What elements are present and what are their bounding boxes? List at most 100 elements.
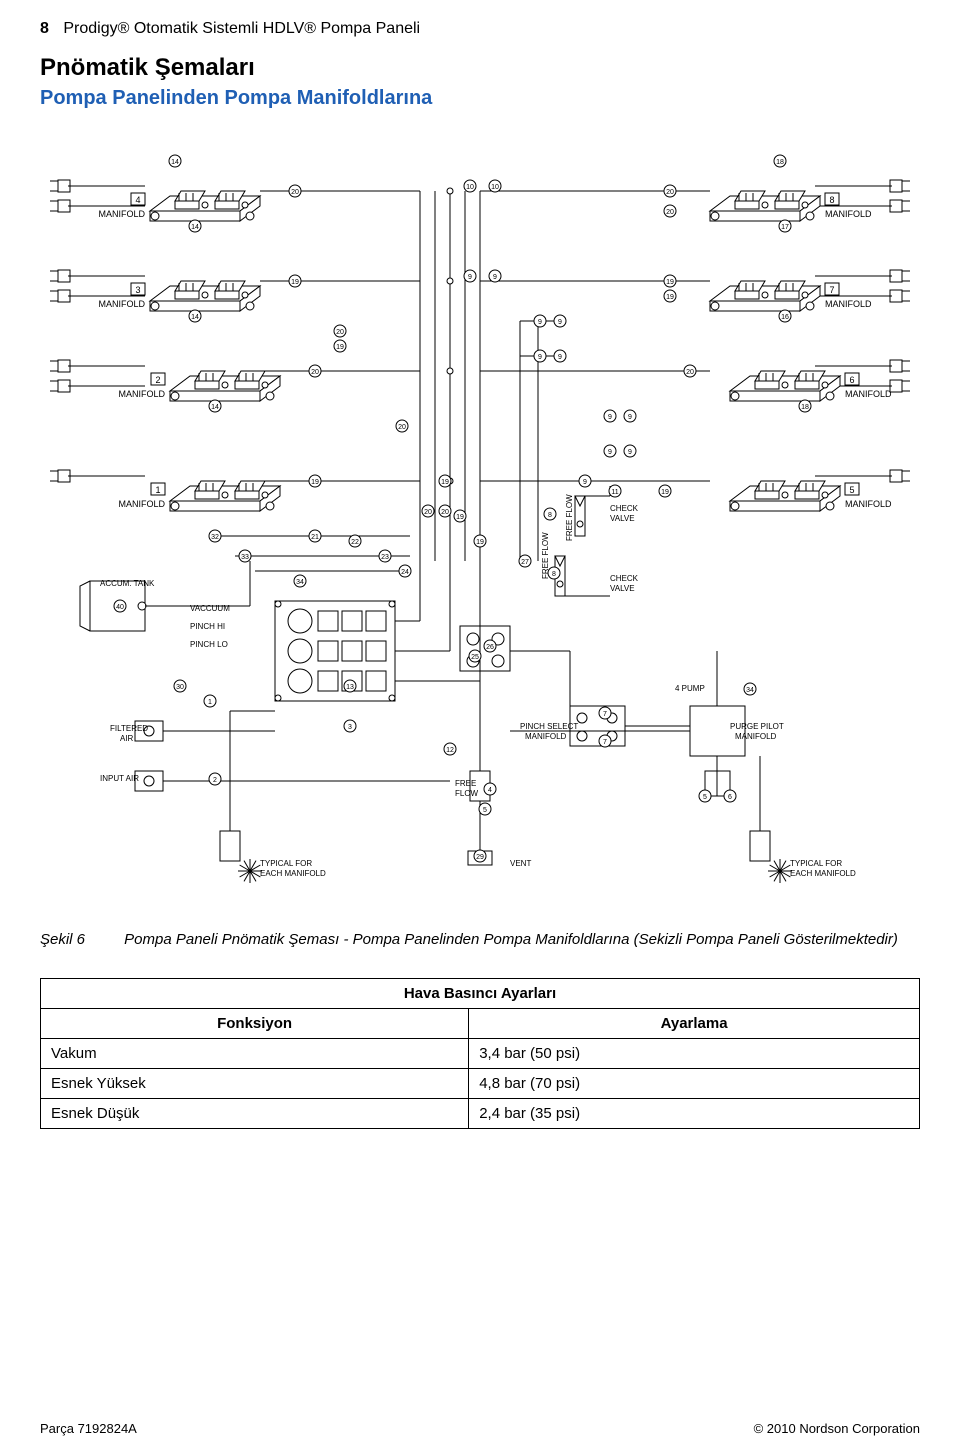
svg-text:3: 3 <box>348 724 352 731</box>
svg-text:3: 3 <box>135 285 140 295</box>
svg-text:10: 10 <box>491 184 499 191</box>
svg-text:4: 4 <box>135 195 140 205</box>
svg-text:33: 33 <box>241 554 249 561</box>
svg-text:34: 34 <box>746 687 754 694</box>
svg-text:MANIFOLD: MANIFOLD <box>98 299 145 309</box>
svg-text:MANIFOLD: MANIFOLD <box>735 732 777 741</box>
svg-text:VACCUUM: VACCUUM <box>190 604 230 613</box>
svg-text:19: 19 <box>476 539 484 546</box>
svg-text:9: 9 <box>538 354 542 361</box>
svg-text:MANIFOLD: MANIFOLD <box>825 209 872 219</box>
svg-text:19: 19 <box>661 489 669 496</box>
svg-text:9: 9 <box>608 414 612 421</box>
svg-text:TYPICAL FOR: TYPICAL FOR <box>260 859 312 868</box>
svg-text:20: 20 <box>441 509 449 516</box>
svg-text:EACH MANIFOLD: EACH MANIFOLD <box>260 869 326 878</box>
svg-text:2: 2 <box>155 375 160 385</box>
section-heading: Pnömatik Şemaları <box>40 54 920 82</box>
table-col-function: Fonksiyon <box>41 1009 469 1039</box>
svg-text:34: 34 <box>296 579 304 586</box>
svg-text:17: 17 <box>781 224 789 231</box>
svg-text:MANIFOLD: MANIFOLD <box>845 499 892 509</box>
svg-text:20: 20 <box>666 209 674 216</box>
svg-text:6: 6 <box>728 794 732 801</box>
svg-text:PURGE PILOT: PURGE PILOT <box>730 722 784 731</box>
svg-text:MANIFOLD: MANIFOLD <box>118 389 165 399</box>
svg-text:13: 13 <box>346 684 354 691</box>
table-row: Esnek Düşük 2,4 bar (35 psi) <box>41 1099 920 1129</box>
svg-text:MANIFOLD: MANIFOLD <box>98 209 145 219</box>
svg-text:22: 22 <box>351 539 359 546</box>
svg-text:14: 14 <box>191 224 199 231</box>
svg-text:20: 20 <box>291 189 299 196</box>
svg-text:9: 9 <box>628 414 632 421</box>
figure-caption: Şekil 6 Pompa Paneli Pnömatik Şeması - P… <box>40 931 920 948</box>
svg-text:2: 2 <box>213 777 217 784</box>
svg-text:20: 20 <box>686 369 694 376</box>
table-cell: Vakum <box>41 1039 469 1069</box>
svg-text:9: 9 <box>468 274 472 281</box>
svg-text:14: 14 <box>171 159 179 166</box>
svg-text:19: 19 <box>311 479 319 486</box>
svg-text:8: 8 <box>829 195 834 205</box>
svg-text:VALVE: VALVE <box>610 514 635 523</box>
svg-text:19: 19 <box>441 479 449 486</box>
svg-text:CHECK: CHECK <box>610 574 639 583</box>
svg-text:26: 26 <box>486 644 494 651</box>
svg-text:AIR: AIR <box>120 734 134 743</box>
svg-text:7: 7 <box>603 739 607 746</box>
part-number: Parça 7192824A <box>40 1421 137 1436</box>
svg-text:9: 9 <box>538 319 542 326</box>
svg-text:20: 20 <box>336 329 344 336</box>
svg-text:PINCH HI: PINCH HI <box>190 622 225 631</box>
svg-text:19: 19 <box>456 514 464 521</box>
svg-text:MANIFOLD: MANIFOLD <box>825 299 872 309</box>
copyright: © 2010 Nordson Corporation <box>754 1421 920 1436</box>
svg-text:7: 7 <box>603 711 607 718</box>
svg-text:MANIFOLD: MANIFOLD <box>525 732 567 741</box>
svg-text:8: 8 <box>548 512 552 519</box>
svg-text:1: 1 <box>155 485 160 495</box>
svg-text:9: 9 <box>558 319 562 326</box>
table-title: Hava Basıncı Ayarları <box>41 979 920 1009</box>
svg-text:27: 27 <box>521 559 529 566</box>
svg-text:MANIFOLD: MANIFOLD <box>845 389 892 399</box>
svg-text:FLOW: FLOW <box>455 789 479 798</box>
svg-text:23: 23 <box>381 554 389 561</box>
svg-text:20: 20 <box>424 509 432 516</box>
svg-text:7: 7 <box>829 285 834 295</box>
air-pressure-settings-table: Hava Basıncı Ayarları Fonksiyon Ayarlama… <box>40 978 920 1129</box>
svg-text:25: 25 <box>471 654 479 661</box>
svg-text:12: 12 <box>446 747 454 754</box>
table-row: Vakum 3,4 bar (50 psi) <box>41 1039 920 1069</box>
svg-text:29: 29 <box>476 854 484 861</box>
pneumatic-schematic-figure: 4 MANIFOLD 3 MANIFOLD 2 MANIFOLD 1 MANIFOLD 8 MAN… <box>50 131 910 921</box>
svg-text:6: 6 <box>849 375 854 385</box>
table-cell: 3,4 bar (50 psi) <box>469 1039 920 1069</box>
svg-text:4 PUMP: 4 PUMP <box>675 684 705 693</box>
svg-text:TYPICAL FOR: TYPICAL FOR <box>790 859 842 868</box>
svg-text:FILTERED: FILTERED <box>110 724 148 733</box>
svg-text:5: 5 <box>483 807 487 814</box>
figure-caption-text: Pompa Paneli Pnömatik Şeması - Pompa Pan… <box>124 931 898 948</box>
svg-text:9: 9 <box>493 274 497 281</box>
svg-text:20: 20 <box>398 424 406 431</box>
table-row: Esnek Yüksek 4,8 bar (70 psi) <box>41 1069 920 1099</box>
svg-text:24: 24 <box>401 569 409 576</box>
svg-text:32: 32 <box>211 534 219 541</box>
svg-text:PINCH SELECT: PINCH SELECT <box>520 722 578 731</box>
subsection-heading: Pompa Panelinden Pompa Manifoldlarına <box>40 86 920 111</box>
svg-text:9: 9 <box>628 449 632 456</box>
svg-text:FREE FLOW: FREE FLOW <box>565 494 574 541</box>
svg-text:5: 5 <box>703 794 707 801</box>
svg-text:40: 40 <box>116 604 124 611</box>
svg-text:19: 19 <box>666 294 674 301</box>
svg-text:10: 10 <box>466 184 474 191</box>
svg-text:PINCH LO: PINCH LO <box>190 640 228 649</box>
svg-text:16: 16 <box>781 314 789 321</box>
svg-text:1: 1 <box>208 699 212 706</box>
svg-text:9: 9 <box>558 354 562 361</box>
svg-text:9: 9 <box>608 449 612 456</box>
svg-text:MANIFOLD: MANIFOLD <box>118 499 165 509</box>
svg-text:19: 19 <box>666 279 674 286</box>
